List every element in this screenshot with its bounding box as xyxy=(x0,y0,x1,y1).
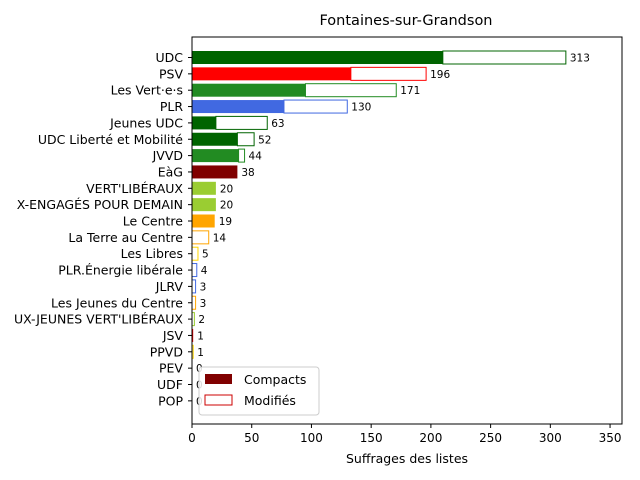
legend-label: Modifiés xyxy=(244,393,296,408)
value-label: 313 xyxy=(570,53,590,65)
legend: Compacts Modifiés xyxy=(198,366,320,416)
bar-modifies xyxy=(238,148,246,163)
x-tick-label: 300 xyxy=(539,431,562,445)
y-tick-label: POP xyxy=(158,393,183,408)
value-label: 4 xyxy=(201,265,208,277)
bars-group xyxy=(191,50,567,359)
y-tick-label: JLRV xyxy=(155,279,184,294)
value-label: 44 xyxy=(249,151,263,163)
x-axis-ticks: 0 50 100 150 200 250 300 350 xyxy=(188,424,622,445)
y-tick-label: UX-JEUNES VERT'LIBÉRAUX xyxy=(14,312,183,327)
y-tick-label: EàG xyxy=(158,164,183,179)
value-label: 130 xyxy=(351,102,371,114)
bar-compacts xyxy=(192,83,306,97)
plot-frame xyxy=(191,36,623,425)
y-tick-label: Jeunes UDC xyxy=(109,115,183,130)
x-tick-label: 50 xyxy=(244,431,259,445)
y-tick-label: UDF xyxy=(157,377,183,392)
value-label: 20 xyxy=(220,200,233,212)
legend-label: Compacts xyxy=(244,372,306,387)
bar-modifies xyxy=(283,99,348,114)
y-tick-label: PPVD xyxy=(150,344,183,359)
bar-modifies xyxy=(215,115,268,130)
x-axis-label: Suffrages des listes xyxy=(346,451,468,466)
y-tick-label: Les Jeunes du Centre xyxy=(51,295,183,310)
value-label: 19 xyxy=(219,216,232,228)
value-label: 2 xyxy=(198,314,205,326)
y-tick-label: JSV xyxy=(162,328,184,343)
bar-modifies xyxy=(191,246,199,261)
bar-compacts xyxy=(192,132,238,146)
bar-compacts xyxy=(192,116,216,130)
y-tick-label: PEV xyxy=(159,361,183,376)
value-label: 1 xyxy=(197,330,204,342)
x-tick-label: 100 xyxy=(300,431,323,445)
bar-modifies xyxy=(191,295,197,310)
value-label: 196 xyxy=(430,69,450,81)
value-label: 20 xyxy=(220,183,233,195)
bar-modifies xyxy=(191,263,198,278)
y-tick-label: VERT'LIBÉRAUX xyxy=(86,181,183,196)
bar-modifies xyxy=(236,132,255,147)
y-tick-label: Le Centre xyxy=(123,214,184,229)
chart-title: Fontaines-sur-Grandson xyxy=(319,13,492,29)
value-label: 38 xyxy=(241,167,254,179)
y-tick-label: PLR.Énergie libérale xyxy=(58,263,183,278)
bar-compacts xyxy=(192,214,215,228)
x-tick-label: 150 xyxy=(360,431,383,445)
legend-swatch xyxy=(204,394,233,406)
value-label: 171 xyxy=(400,85,420,97)
y-tick-label: Les Vert·e·s xyxy=(111,83,183,98)
value-label: 63 xyxy=(271,118,284,130)
bar-modifies xyxy=(442,50,567,65)
value-label: 14 xyxy=(213,232,227,244)
bar-compacts xyxy=(192,149,239,163)
y-tick-label: Les Libres xyxy=(121,246,183,261)
x-tick-label: 0 xyxy=(188,431,196,445)
value-label: 3 xyxy=(200,281,207,293)
bar-compacts xyxy=(192,100,284,114)
bar-modifies xyxy=(191,230,210,245)
y-tick-label: PSV xyxy=(159,66,183,81)
value-label: 3 xyxy=(200,298,207,310)
y-tick-label: X-ENGAGÉS POUR DEMAIN xyxy=(17,197,183,212)
bar-compacts xyxy=(192,165,238,179)
y-tick-label: UDC xyxy=(155,50,183,65)
legend-swatch xyxy=(205,374,232,384)
y-tick-label: La Terre au Centre xyxy=(68,230,183,245)
x-tick-label: 200 xyxy=(419,431,442,445)
bar-modifies xyxy=(350,66,427,81)
bar-compacts xyxy=(192,198,216,212)
value-label: 52 xyxy=(258,134,271,146)
value-label: 1 xyxy=(197,347,204,359)
y-tick-label: UDC Liberté et Mobilité xyxy=(38,132,183,147)
x-tick-label: 250 xyxy=(479,431,502,445)
bar-compacts xyxy=(192,181,216,195)
bar-modifies xyxy=(304,83,397,98)
y-tick-label: JVVD xyxy=(152,148,183,163)
bar-compacts xyxy=(192,328,194,342)
bar-compacts xyxy=(192,51,443,64)
x-tick-label: 350 xyxy=(599,431,622,445)
bar-compacts xyxy=(192,67,351,81)
bar-modifies xyxy=(191,279,197,294)
y-tick-label: PLR xyxy=(160,99,184,114)
value-label: 5 xyxy=(202,249,209,261)
